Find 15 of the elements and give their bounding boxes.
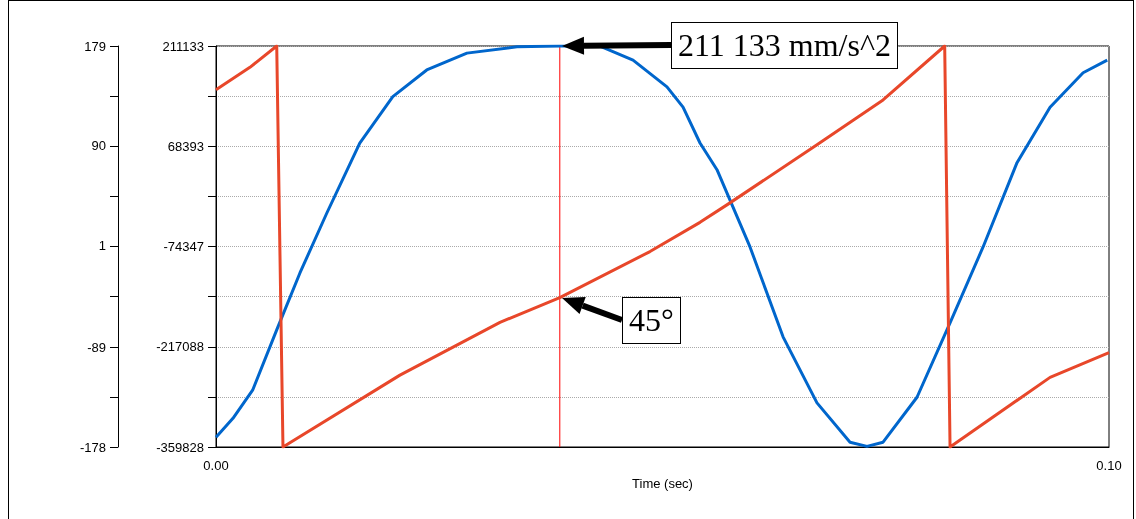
y-tick-label: -217088 — [156, 339, 204, 355]
y-tick-label: -359828 — [156, 439, 204, 455]
annotation: 45° — [622, 296, 681, 344]
y2-tick-label: -178 — [79, 439, 106, 455]
x-axis-title: Time (sec) — [632, 475, 693, 491]
y2-tick-label: 90 — [91, 138, 106, 154]
y2-tick-label: 179 — [84, 38, 106, 54]
y-tick-label: -74347 — [163, 239, 204, 254]
annotation: 211 133 mm/s^2 — [671, 21, 898, 69]
x-tick-label: 0.00 — [203, 458, 229, 473]
x-tick-label: 0.10 — [1096, 458, 1122, 473]
y2-tick-label: 1 — [98, 238, 106, 254]
y-tick-label: 68393 — [167, 138, 204, 154]
y2-tick-label: -89 — [87, 339, 106, 355]
y-tick-label: 211133 — [162, 38, 204, 54]
